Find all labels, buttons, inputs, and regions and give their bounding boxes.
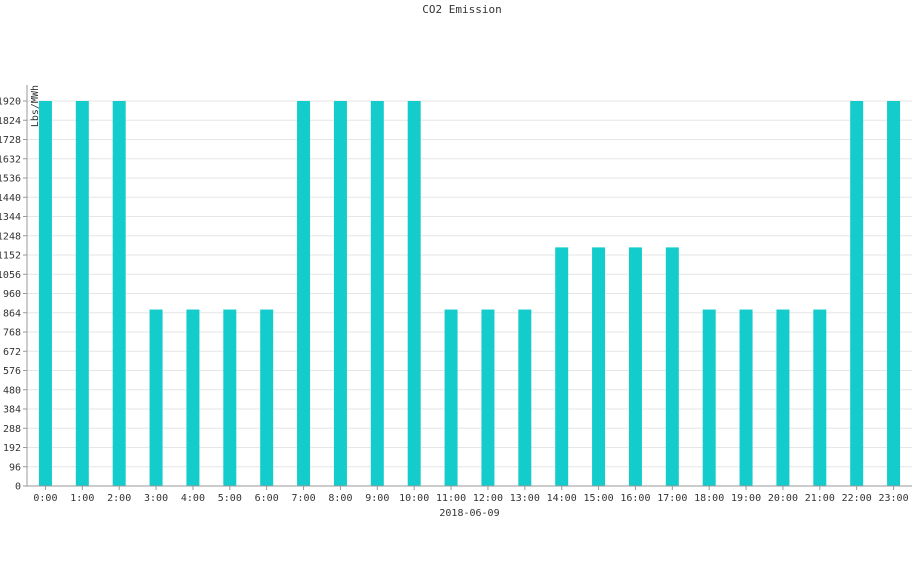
x-tick-label: 16:00: [620, 493, 650, 504]
x-tick-label: 11:00: [436, 493, 466, 504]
x-tick-label: 0:00: [33, 493, 57, 504]
y-tick-label: 672: [3, 347, 21, 358]
bar: [407, 101, 421, 486]
chart-title: CO2 Emission: [422, 3, 501, 16]
y-tick-label: 384: [3, 405, 21, 416]
x-axis-ticks: 0:00 1:00 2:00 3:00 4:00 5:00 6:00 7:00 8:00 9:00…: [33, 486, 909, 504]
y-tick-label: 576: [3, 366, 21, 377]
bar: [223, 309, 237, 486]
x-tick-label: 15:00: [584, 493, 614, 504]
y-tick-label: 1440: [0, 193, 21, 204]
bar: [850, 101, 864, 486]
bar: [665, 247, 679, 486]
x-tick-label: 6:00: [255, 493, 279, 504]
x-tick-label: 1:00: [70, 493, 94, 504]
bar: [260, 309, 274, 486]
bar: [75, 101, 89, 486]
bar: [592, 247, 606, 486]
x-tick-label: 20:00: [768, 493, 798, 504]
bar: [555, 247, 569, 486]
x-tick-label: 10:00: [399, 493, 429, 504]
x-tick-label: 12:00: [473, 493, 503, 504]
grid-lines: [27, 100, 912, 468]
x-tick-label: 14:00: [547, 493, 577, 504]
y-tick-label: 96: [9, 462, 21, 473]
x-tick-label: 8:00: [328, 493, 352, 504]
bar: [38, 101, 52, 486]
y-axis-label: Lbs/MWh: [30, 85, 41, 127]
bars: [38, 101, 901, 486]
bar: [518, 309, 532, 486]
bar: [481, 309, 495, 486]
y-tick-label: 1536: [0, 174, 21, 185]
bar: [776, 309, 790, 486]
bar: [370, 101, 384, 486]
y-tick-label: 1344: [0, 212, 21, 223]
bar: [702, 309, 716, 486]
x-tick-label: 3:00: [144, 493, 168, 504]
y-tick-label: 960: [3, 289, 21, 300]
x-tick-label: 5:00: [218, 493, 242, 504]
bar: [813, 309, 827, 486]
y-tick-label: 1728: [0, 135, 21, 146]
bar: [297, 101, 311, 486]
y-tick-label: 1824: [0, 116, 21, 127]
x-tick-label: 17:00: [657, 493, 687, 504]
y-tick-label: 192: [3, 443, 21, 454]
x-tick-label: 23:00: [879, 493, 909, 504]
bar: [628, 247, 642, 486]
y-tick-label: 1248: [0, 231, 21, 242]
x-tick-label: 2:00: [107, 493, 131, 504]
x-tick-label: 9:00: [365, 493, 389, 504]
y-tick-label: 1920: [0, 97, 21, 108]
x-tick-label: 21:00: [805, 493, 835, 504]
bar: [739, 309, 753, 486]
x-axis-label: 2018-06-09: [439, 508, 499, 519]
y-tick-label: 1056: [0, 270, 21, 281]
bar: [333, 101, 347, 486]
y-tick-label: 1632: [0, 154, 21, 165]
bar: [149, 309, 163, 486]
y-tick-label: 1152: [0, 251, 21, 262]
y-tick-label: 288: [3, 424, 21, 435]
y-tick-label: 0: [15, 482, 21, 493]
bar: [112, 101, 126, 486]
x-tick-label: 7:00: [292, 493, 316, 504]
y-axis-ticks: 0 96 192 288 384 480 576 672 768 864 960 1056 1152 12…: [0, 97, 27, 493]
y-tick-label: 768: [3, 328, 21, 339]
x-tick-label: 22:00: [842, 493, 872, 504]
y-tick-label: 480: [3, 385, 21, 396]
x-tick-label: 4:00: [181, 493, 205, 504]
x-tick-label: 19:00: [731, 493, 761, 504]
bar: [186, 309, 200, 486]
bar: [887, 101, 901, 486]
x-tick-label: 18:00: [694, 493, 724, 504]
y-tick-label: 864: [3, 308, 21, 319]
bar: [444, 309, 458, 486]
x-tick-label: 13:00: [510, 493, 540, 504]
